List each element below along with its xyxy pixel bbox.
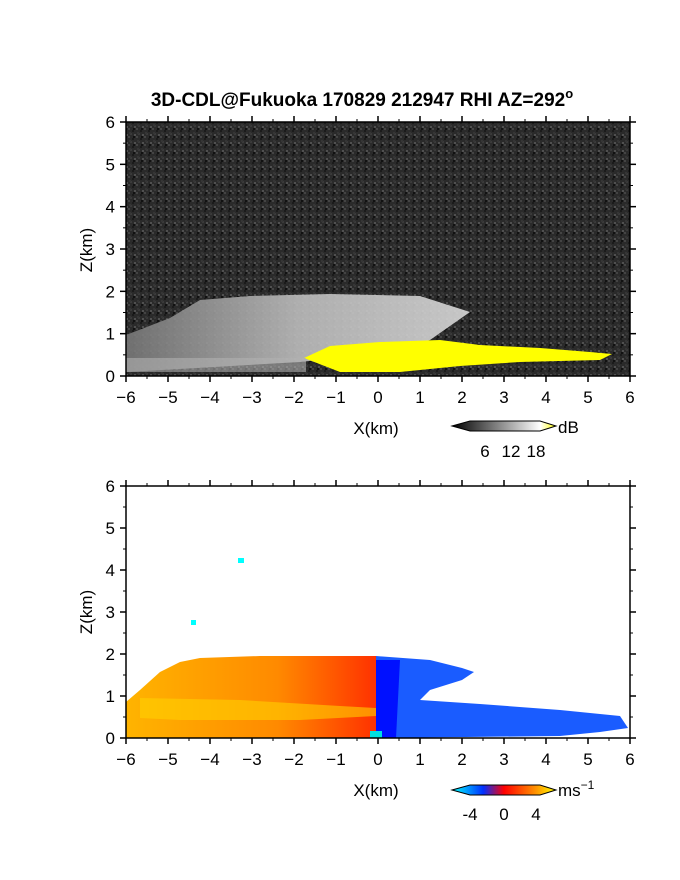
figure-title: 3D-CDL@Fukuoka 170829 212947 RHI AZ=292o bbox=[151, 86, 573, 111]
x-tick-label: 4 bbox=[541, 388, 550, 407]
y-axis-title: Z(km) bbox=[77, 590, 96, 634]
x-tick-label: 2 bbox=[457, 388, 466, 407]
y-tick-label: 6 bbox=[106, 477, 115, 496]
x-tick-label: 0 bbox=[373, 750, 382, 769]
y-axis: 0 1 2 3 4 5 6 bbox=[106, 113, 636, 386]
near-range-bright bbox=[126, 358, 306, 372]
x-tick-label: 3 bbox=[499, 388, 508, 407]
isolated-point bbox=[191, 620, 196, 625]
near-range-cyan bbox=[370, 731, 382, 738]
x-tick-label: 6 bbox=[625, 750, 634, 769]
x-tick-label: 2 bbox=[457, 750, 466, 769]
y-tick-label: 4 bbox=[106, 561, 115, 580]
y-tick-label: 5 bbox=[106, 519, 115, 538]
colorbar-tick-label: 6 bbox=[480, 442, 489, 461]
negative-velocity-region bbox=[376, 656, 628, 738]
x-tick-label: −1 bbox=[326, 750, 345, 769]
isolated-point bbox=[238, 558, 244, 563]
colorbar: ms−1 -4 0 4 bbox=[450, 778, 595, 824]
x-tick-label: 3 bbox=[499, 750, 508, 769]
colorbar-tick-label: 18 bbox=[527, 442, 546, 461]
y-tick-label: 3 bbox=[106, 240, 115, 259]
positive-velocity-region bbox=[126, 656, 378, 738]
y-axis: 0 1 2 3 4 5 6 bbox=[106, 477, 636, 748]
y-tick-label: 3 bbox=[106, 603, 115, 622]
x-tick-label: 1 bbox=[415, 750, 424, 769]
positive-velocity-highlight bbox=[140, 698, 376, 720]
x-tick-label: −3 bbox=[242, 388, 261, 407]
x-tick-label: −4 bbox=[200, 750, 219, 769]
y-tick-label: 1 bbox=[106, 687, 115, 706]
y-axis-title: Z(km) bbox=[77, 228, 96, 272]
colorbar-tick-label: 0 bbox=[499, 805, 508, 824]
y-tick-label: 2 bbox=[106, 645, 115, 664]
x-tick-label: 0 bbox=[373, 388, 382, 407]
x-tick-label: −6 bbox=[116, 388, 135, 407]
x-tick-label: 1 bbox=[415, 388, 424, 407]
x-axis-title: X(km) bbox=[353, 781, 398, 800]
y-tick-label: 0 bbox=[106, 367, 115, 386]
x-tick-label: 4 bbox=[541, 750, 550, 769]
colorbar-tick-label: -4 bbox=[462, 805, 477, 824]
y-tick-label: 5 bbox=[106, 155, 115, 174]
strong-return-region bbox=[304, 340, 612, 372]
x-tick-label: −2 bbox=[284, 388, 303, 407]
colorbar-tick-label: 12 bbox=[502, 442, 521, 461]
x-tick-label: −1 bbox=[326, 388, 345, 407]
x-tick-label: 6 bbox=[625, 388, 634, 407]
x-tick-label: −6 bbox=[116, 750, 135, 769]
colorbar-unit: ms−1 bbox=[558, 778, 595, 800]
x-tick-label: 5 bbox=[583, 388, 592, 407]
colorbar-tick-label: 4 bbox=[531, 805, 540, 824]
strong-negative-core bbox=[376, 660, 400, 738]
y-tick-label: 2 bbox=[106, 282, 115, 301]
x-tick-label: −4 bbox=[200, 388, 219, 407]
y-tick-label: 0 bbox=[106, 729, 115, 748]
y-tick-label: 4 bbox=[106, 198, 115, 217]
colorbar-bar bbox=[450, 420, 558, 432]
colorbar-unit: dB bbox=[558, 418, 579, 437]
x-axis: −6 −5 −4 −3 −2 −1 0 1 2 3 4 5 6 bbox=[116, 116, 635, 407]
x-tick-label: −3 bbox=[242, 750, 261, 769]
colorbar-bar bbox=[450, 784, 558, 796]
x-tick-label: −5 bbox=[158, 750, 177, 769]
y-tick-label: 1 bbox=[106, 325, 115, 344]
x-axis-title: X(km) bbox=[353, 419, 398, 438]
x-tick-label: −5 bbox=[158, 388, 177, 407]
x-tick-label: −2 bbox=[284, 750, 303, 769]
y-tick-label: 6 bbox=[106, 113, 115, 132]
x-tick-label: 5 bbox=[583, 750, 592, 769]
colorbar: dB 6 12 18 bbox=[450, 418, 579, 461]
x-axis: −6 −5 −4 −3 −2 −1 0 1 2 3 4 5 6 bbox=[116, 480, 635, 769]
